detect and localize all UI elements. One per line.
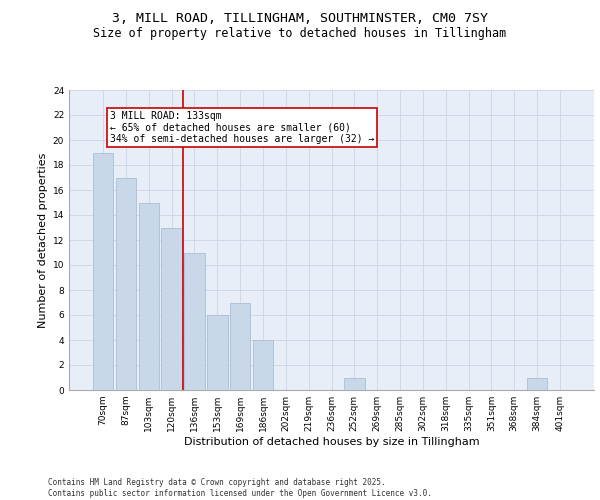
Text: 3, MILL ROAD, TILLINGHAM, SOUTHMINSTER, CM0 7SY: 3, MILL ROAD, TILLINGHAM, SOUTHMINSTER, … — [112, 12, 488, 26]
Text: Size of property relative to detached houses in Tillingham: Size of property relative to detached ho… — [94, 28, 506, 40]
Bar — [527, 378, 547, 390]
Bar — [230, 302, 250, 390]
X-axis label: Distribution of detached houses by size in Tillingham: Distribution of detached houses by size … — [184, 437, 479, 447]
Bar — [184, 252, 205, 390]
Bar — [139, 202, 159, 390]
Bar — [116, 178, 136, 390]
Text: Contains HM Land Registry data © Crown copyright and database right 2025.
Contai: Contains HM Land Registry data © Crown c… — [48, 478, 432, 498]
Bar — [207, 315, 227, 390]
Bar — [93, 152, 113, 390]
Y-axis label: Number of detached properties: Number of detached properties — [38, 152, 49, 328]
Bar — [161, 228, 182, 390]
Bar — [344, 378, 365, 390]
Text: 3 MILL ROAD: 133sqm
← 65% of detached houses are smaller (60)
34% of semi-detach: 3 MILL ROAD: 133sqm ← 65% of detached ho… — [110, 112, 374, 144]
Bar — [253, 340, 273, 390]
